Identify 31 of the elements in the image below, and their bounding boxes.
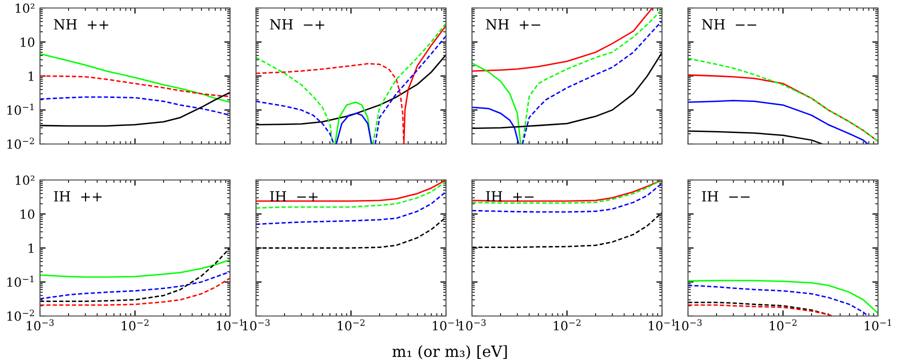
x-tick-label: 10$^{−3}$: [458, 319, 486, 330]
y-tick-label: 10$^{−1}$: [7, 276, 34, 287]
x-tick-label: 10$^{−1}$: [648, 319, 676, 330]
y-tick-label: 10$^{−2}$: [7, 138, 34, 149]
x-tick-label: 10$^{−1}$: [216, 319, 244, 330]
y-tick-label: 10$^{−1}$: [7, 104, 34, 115]
x-tick-label: 10$^{−3}$: [26, 319, 54, 330]
annotation: NH +−: [486, 19, 540, 30]
y-tick-label: 10: [20, 209, 34, 219]
annotation: NH −+: [270, 19, 324, 30]
annotation: IH −−: [702, 191, 750, 202]
annotation: IH ++: [54, 191, 102, 202]
x-tick-label: 10$^{−1}$: [432, 319, 460, 330]
annotation: IH −+: [270, 191, 318, 202]
y-tick-label: 10²: [16, 175, 34, 185]
x-tick-label: 10$^{−2}$: [338, 319, 364, 330]
annotation: IH +−: [486, 191, 534, 202]
y-tick-label: 1: [28, 71, 34, 81]
x-tick-label: 10$^{−2}$: [122, 319, 148, 330]
annotation: NH ++: [54, 19, 108, 30]
x-tick-label: 10$^{−3}$: [242, 319, 270, 330]
annotation: NH −−: [702, 19, 756, 30]
x-tick-label: 10$^{−1}$: [864, 319, 892, 330]
y-tick-label: 10$^{−2}$: [7, 310, 34, 321]
x-tick-label: 10$^{−2}$: [770, 319, 796, 330]
y-tick-label: 10: [20, 37, 34, 47]
y-tick-label: 1: [28, 243, 34, 253]
y-tick-label: 10²: [16, 3, 34, 13]
x-tick-label: 10$^{−3}$: [674, 319, 702, 330]
x-axis-title: m₁ (or m₃) [eV]: [392, 345, 507, 360]
x-tick-label: 10$^{−2}$: [554, 319, 580, 330]
